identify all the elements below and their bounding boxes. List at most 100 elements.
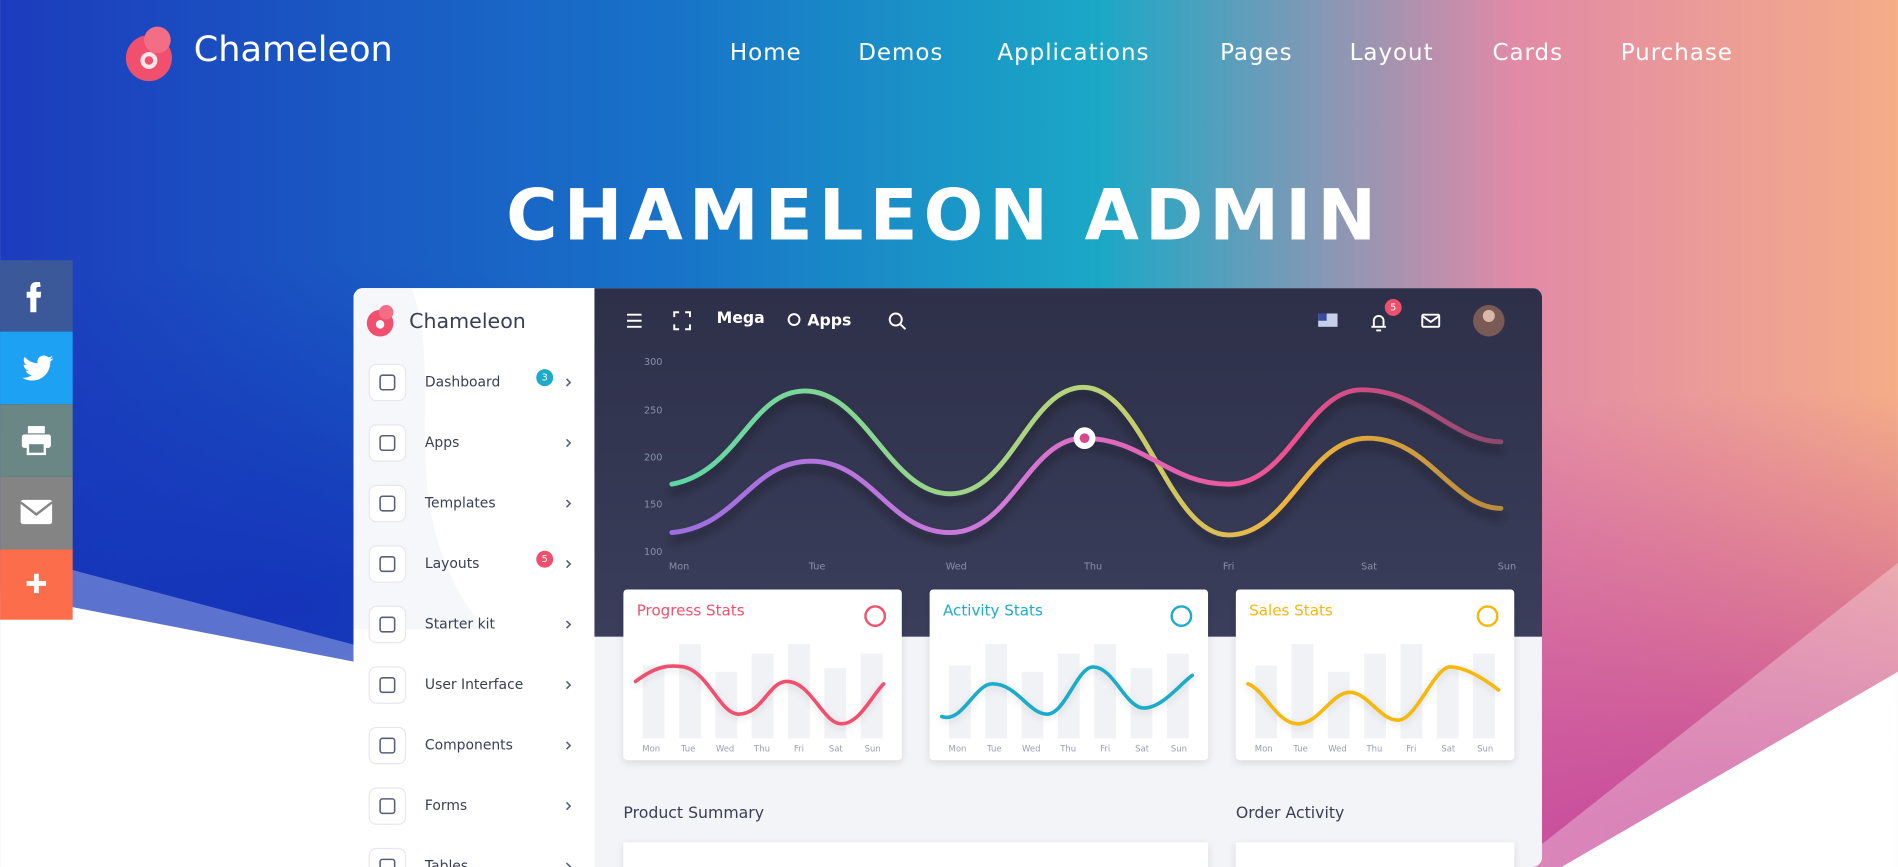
chevron bbox=[565, 680, 572, 690]
menu-badge bbox=[536, 550, 554, 568]
card-bar bbox=[679, 643, 701, 739]
card-day-label: Tue bbox=[986, 744, 1001, 754]
menu-icon-box bbox=[368, 666, 407, 704]
card-bar bbox=[1291, 643, 1314, 739]
bell-icon[interactable] bbox=[1371, 315, 1386, 332]
card-day-label: Sat bbox=[1441, 744, 1456, 754]
plus-icon bbox=[26, 573, 47, 594]
menu-icon bbox=[379, 798, 396, 815]
x-axis-label: Sat bbox=[1361, 561, 1377, 572]
card-bar bbox=[1400, 643, 1423, 739]
menu-icon bbox=[379, 374, 396, 391]
card-day-label: Mon bbox=[949, 744, 967, 754]
menu-badge bbox=[536, 369, 554, 387]
chevron bbox=[565, 801, 572, 811]
facebook-icon bbox=[26, 282, 42, 313]
menu-icon bbox=[379, 616, 396, 633]
x-axis-label: Fri bbox=[1223, 561, 1235, 572]
card-bar bbox=[642, 665, 665, 739]
card-day-label: Fri bbox=[794, 744, 804, 754]
wave bbox=[1561, 671, 1898, 867]
y-axis-label: 300 bbox=[644, 357, 662, 368]
wave bbox=[0, 593, 388, 867]
card-wave bbox=[939, 665, 1195, 720]
x-axis-label: Tue bbox=[808, 561, 826, 572]
logo-icon[interactable] bbox=[125, 26, 172, 82]
card-day-label: Fri bbox=[1406, 744, 1416, 754]
notification-badge bbox=[1384, 298, 1402, 316]
card-bar bbox=[1094, 643, 1117, 739]
menu-item[interactable]: Templates bbox=[424, 496, 496, 512]
chevron bbox=[565, 620, 572, 629]
chevron bbox=[565, 499, 572, 508]
menu-item[interactable]: Forms bbox=[425, 798, 467, 814]
menu-item[interactable]: Dashboard bbox=[425, 374, 500, 390]
menu-icon[interactable] bbox=[627, 313, 642, 328]
nav-link[interactable]: Applications bbox=[997, 40, 1149, 66]
menu-item[interactable]: User Interface bbox=[425, 677, 523, 693]
card-day-label: Wed bbox=[1022, 744, 1040, 754]
menu-icon-box bbox=[368, 424, 407, 462]
menu-icon bbox=[379, 737, 396, 754]
y-axis-label: 100 bbox=[644, 547, 662, 558]
order-activity-panel bbox=[1235, 842, 1515, 867]
menu-item[interactable]: Layouts bbox=[425, 556, 480, 572]
hero-title: CHAMELEON ADMIN bbox=[506, 174, 1382, 256]
fullscreen-icon[interactable] bbox=[673, 311, 691, 331]
topbar-link[interactable]: Apps bbox=[807, 310, 851, 329]
nav-link[interactable]: Cards bbox=[1492, 40, 1563, 66]
card-day-label: Thu bbox=[1059, 744, 1076, 754]
menu-icon-box bbox=[368, 545, 407, 583]
card-day-label: Thu bbox=[753, 744, 770, 754]
menu-icon-box bbox=[368, 726, 407, 765]
card-day-label: Sat bbox=[1135, 744, 1150, 754]
brand-name[interactable]: Chameleon bbox=[194, 29, 393, 70]
dashboard-header bbox=[594, 288, 1543, 637]
mail-icon[interactable] bbox=[1421, 313, 1441, 328]
card-bar bbox=[751, 653, 774, 739]
card-bar bbox=[1327, 671, 1350, 739]
card-bar bbox=[1436, 668, 1459, 739]
card-bar bbox=[1021, 671, 1044, 739]
card-bar bbox=[1166, 653, 1189, 739]
section-title: Order Activity bbox=[1236, 803, 1344, 822]
x-axis-label: Thu bbox=[1083, 561, 1102, 572]
card-day-label: Sun bbox=[1477, 744, 1493, 754]
card-wave bbox=[1246, 665, 1501, 726]
x-axis-label: Sun bbox=[1498, 561, 1516, 572]
card-bar bbox=[1473, 653, 1495, 739]
card-day-label: Sun bbox=[865, 744, 881, 754]
card-icon bbox=[1170, 605, 1193, 627]
nav-link[interactable]: Layout bbox=[1350, 40, 1434, 66]
card-bar bbox=[985, 643, 1008, 739]
card-icon bbox=[864, 605, 887, 627]
product-summary-panel bbox=[623, 842, 1209, 867]
chevron bbox=[565, 378, 572, 387]
card-title: Progress Stats bbox=[637, 602, 745, 620]
dashboard-preview: Chameleon Mega Apps 5 Dashboard 3 Apps Template… bbox=[353, 288, 1543, 867]
card-day-label: Sun bbox=[1171, 744, 1187, 754]
nav-link[interactable]: Demos bbox=[858, 40, 943, 66]
menu-item[interactable]: Apps bbox=[425, 435, 459, 451]
print-icon bbox=[21, 426, 51, 456]
sidebar-logo bbox=[366, 305, 394, 337]
menu-icon-box bbox=[368, 847, 407, 867]
search-icon[interactable] bbox=[888, 312, 903, 327]
card-bar bbox=[1130, 668, 1153, 739]
section-title: Product Summary bbox=[623, 803, 764, 822]
menu-item[interactable]: Components bbox=[425, 738, 513, 754]
x-axis-label: Mon bbox=[669, 561, 689, 572]
nav-link[interactable]: Pages bbox=[1220, 40, 1292, 66]
topbar-icons bbox=[627, 311, 1441, 332]
nav-link[interactable]: Purchase bbox=[1621, 40, 1733, 66]
card-bar bbox=[860, 653, 883, 739]
twitter-icon bbox=[22, 355, 54, 381]
card-bar bbox=[824, 668, 847, 739]
card-title: Activity Stats bbox=[943, 602, 1043, 620]
menu-item[interactable]: Tables bbox=[424, 859, 468, 867]
menu-item[interactable]: Starter kit bbox=[425, 617, 496, 633]
nav-link[interactable]: Home bbox=[730, 40, 802, 66]
notification-count: 5 bbox=[1390, 302, 1396, 313]
topbar-link[interactable]: Mega bbox=[717, 308, 765, 327]
